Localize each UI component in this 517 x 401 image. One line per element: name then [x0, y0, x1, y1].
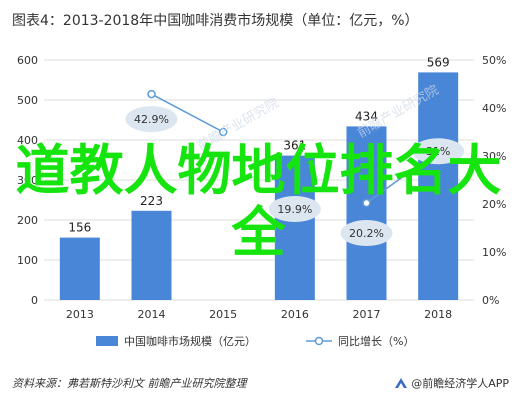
- axes: 0 100 200 300 400 500 600 0% 10% 20% 30% 40% 50% 2013…: [17, 54, 506, 321]
- source-note: 资料来源：弗若斯特沙利文 前瞻产业研究院整理: [12, 377, 247, 390]
- y-left-tick-label: 600: [17, 54, 38, 67]
- x-tick-label: 2015: [209, 308, 237, 321]
- growth-value-label: 20.2%: [349, 227, 384, 240]
- y-right-tick-label: 20%: [482, 198, 506, 211]
- legend-line-marker: [314, 336, 324, 346]
- y-left-tick-label: 200: [17, 214, 38, 227]
- bar-value-label: 223: [140, 194, 163, 208]
- x-tick-label: 2017: [353, 308, 381, 321]
- grid: [44, 59, 474, 301]
- legend-line-label: 同比增长（%）: [338, 334, 414, 348]
- brand: @前瞻经济学人APP: [394, 375, 509, 391]
- bar: [346, 126, 387, 301]
- bar-value-label: 361: [283, 139, 306, 153]
- chart: 156223361434569前瞻产业研究院前瞻产业研究院42.9%19.9%2…: [17, 54, 506, 348]
- growth-value-bubble: [268, 196, 321, 222]
- x-tick-label: 2013: [66, 308, 94, 321]
- growth-value-bubble: [340, 220, 393, 247]
- bar-value-label: 569: [427, 55, 450, 69]
- growth-value-bubble: [412, 138, 465, 165]
- y-left-tick-label: 500: [17, 94, 38, 107]
- bar: [418, 72, 459, 301]
- growth-value-label: 19.9%: [277, 203, 312, 216]
- y-left-tick-label: 300: [17, 174, 38, 187]
- y-left-tick-label: 0: [31, 294, 38, 307]
- y-right-tick-label: 0%: [482, 294, 499, 307]
- bar: [274, 155, 315, 300]
- bar: [59, 237, 100, 300]
- bar-value-label: 156: [68, 221, 91, 235]
- growth-value-bubble: [125, 106, 178, 133]
- line-segment: [151, 93, 224, 133]
- overlay-text: 道教人物地位排名大全: [15, 139, 502, 264]
- qianzhan-logo-icon: [395, 378, 408, 388]
- legend: 中国咖啡市场规模（亿元） 同比增长（%）: [96, 334, 414, 348]
- y-left-tick-label: 100: [17, 254, 38, 267]
- y-right-tick-label: 50%: [482, 54, 506, 67]
- brand-text: @前瞻经济学人APP: [411, 377, 509, 390]
- bar-value-label: 434: [355, 109, 378, 123]
- line-point: [362, 198, 371, 208]
- growth-value-label: 42.9%: [134, 113, 169, 126]
- y-left-tick-label: 400: [17, 134, 38, 147]
- x-tick-label: 2014: [138, 308, 166, 321]
- chart-title: 图表4：2013-2018年中国咖啡消费市场规模（单位：亿元，%）: [12, 13, 419, 29]
- growth-value-label: 31%: [426, 145, 450, 158]
- legend-bar-swatch: [96, 336, 118, 346]
- line-point: [147, 89, 156, 99]
- y-right-tick-label: 30%: [482, 150, 506, 163]
- x-tick-label: 2016: [281, 308, 309, 321]
- bar: [131, 210, 172, 300]
- bars: [59, 72, 459, 301]
- y-right-tick-label: 40%: [482, 102, 506, 115]
- x-tick-label: 2018: [424, 308, 452, 321]
- legend-bar-label: 中国咖啡市场规模（亿元）: [124, 334, 256, 348]
- line-point: [218, 127, 228, 137]
- y-right-tick-label: 10%: [482, 246, 506, 259]
